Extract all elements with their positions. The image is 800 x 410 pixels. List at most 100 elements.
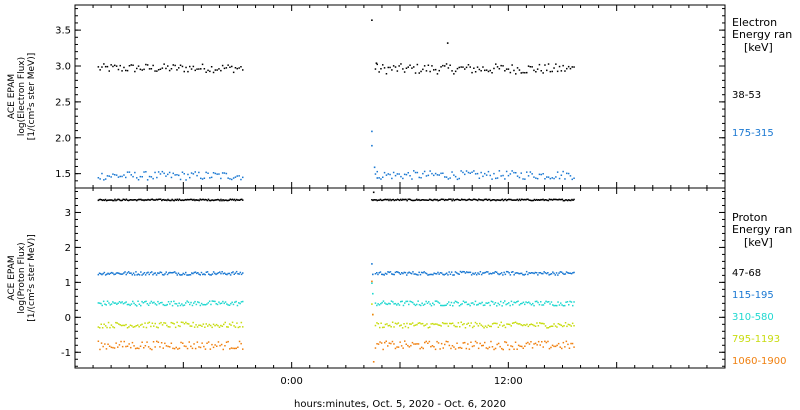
data-point (451, 345, 454, 347)
data-point (212, 71, 215, 74)
data-point (501, 347, 503, 350)
data-point (107, 321, 110, 324)
data-point (139, 198, 141, 201)
data-point (221, 199, 223, 202)
data-point (543, 271, 545, 273)
data-point (444, 176, 446, 178)
data-point (433, 174, 435, 177)
data-point (190, 198, 192, 201)
data-point (464, 301, 466, 304)
data-point (178, 198, 181, 200)
data-point (154, 272, 157, 274)
data-point (394, 271, 397, 274)
data-point (491, 72, 493, 74)
data-point (211, 300, 213, 302)
data-point (238, 302, 240, 304)
data-point (186, 198, 189, 201)
data-point (482, 199, 484, 202)
data-point (545, 300, 547, 303)
data-point (562, 341, 565, 344)
data-point (401, 300, 403, 303)
data-point (161, 170, 164, 173)
data-point (104, 325, 107, 327)
data-point (100, 199, 103, 201)
data-point (516, 322, 518, 325)
data-point (485, 174, 488, 176)
data-point (534, 199, 537, 201)
data-point (115, 174, 118, 176)
data-point-outlier (371, 144, 373, 147)
data-point (159, 271, 161, 273)
data-point (167, 65, 169, 67)
data-point (462, 171, 464, 174)
data-point (430, 323, 432, 325)
data-point (544, 272, 547, 274)
data-point (398, 199, 401, 202)
data-point (208, 199, 211, 202)
data-point (558, 177, 561, 180)
data-point (120, 273, 123, 275)
data-point (462, 300, 465, 302)
data-point (410, 272, 413, 275)
data-point (202, 323, 205, 325)
data-point (195, 272, 198, 275)
data-point (482, 304, 485, 307)
data-point (223, 323, 225, 326)
data-point (571, 178, 573, 181)
data-point (181, 171, 184, 173)
data-point (429, 326, 431, 328)
data-point (547, 176, 550, 178)
data-point (566, 172, 568, 175)
data-point (436, 198, 438, 201)
data-point (413, 324, 415, 327)
data-point (382, 300, 385, 302)
data-point (128, 199, 131, 201)
data-point (130, 272, 132, 274)
data-point (488, 346, 491, 348)
legend-entry: 175-315 (732, 128, 774, 139)
data-point (194, 69, 196, 72)
data-point (132, 199, 135, 201)
data-point (521, 302, 523, 305)
data-point (416, 303, 418, 306)
data-point (205, 323, 207, 325)
data-point (123, 272, 125, 274)
data-point (199, 346, 202, 349)
data-point (108, 345, 111, 347)
data-point (182, 199, 185, 202)
data-point (534, 300, 537, 303)
data-point (117, 272, 119, 274)
data-point (170, 68, 173, 70)
data-point (489, 272, 492, 275)
data-point (446, 199, 448, 201)
data-point (538, 303, 541, 306)
data-point (162, 347, 164, 349)
data-point (438, 273, 440, 275)
data-point (518, 176, 521, 179)
data-point (398, 173, 400, 175)
data-point (565, 199, 568, 201)
data-point (442, 64, 444, 67)
data-point (399, 325, 401, 327)
data-point (512, 199, 514, 201)
data-point (516, 175, 519, 177)
data-point (527, 325, 530, 328)
data-point (462, 342, 464, 344)
legend-subtitle: Energy ran (732, 28, 792, 41)
data-point (158, 302, 160, 305)
data-point (542, 304, 545, 306)
data-point (394, 66, 397, 68)
data-point (494, 302, 497, 304)
data-point (496, 199, 498, 201)
data-point (496, 343, 498, 346)
data-point (509, 198, 511, 201)
data-point (121, 273, 124, 275)
data-point (440, 172, 442, 175)
data-point (231, 65, 233, 68)
data-point (219, 271, 221, 273)
data-point (424, 303, 426, 305)
data-point (406, 322, 408, 325)
data-point (235, 300, 237, 303)
data-point (490, 325, 492, 328)
data-point (197, 272, 199, 274)
